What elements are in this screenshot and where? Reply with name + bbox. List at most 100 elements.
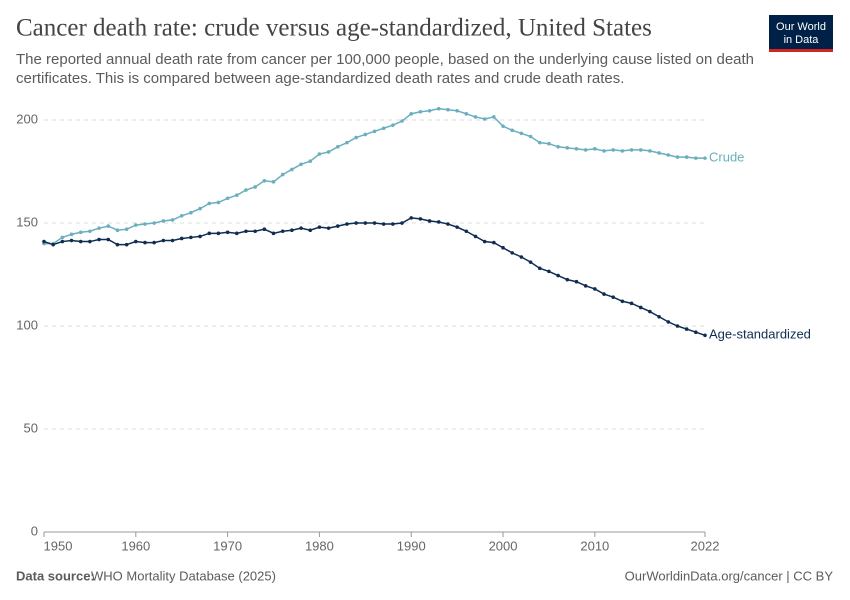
logo-text: in Data bbox=[784, 34, 820, 46]
data-point bbox=[280, 229, 285, 234]
data-point bbox=[106, 237, 111, 242]
data-point bbox=[400, 221, 404, 225]
data-point bbox=[446, 107, 450, 112]
data-point bbox=[501, 124, 505, 128]
data-point bbox=[492, 240, 496, 245]
data-point bbox=[620, 149, 625, 153]
data-point bbox=[78, 239, 83, 244]
data-point bbox=[684, 327, 689, 331]
data-point bbox=[115, 242, 120, 247]
data-point bbox=[528, 134, 533, 139]
data-point bbox=[60, 239, 65, 244]
data-point bbox=[446, 222, 450, 226]
data-point bbox=[234, 231, 239, 236]
data-point bbox=[143, 222, 147, 226]
data-point bbox=[207, 201, 212, 206]
data-point bbox=[308, 159, 313, 164]
data-point bbox=[152, 240, 156, 245]
data-point bbox=[207, 231, 212, 236]
subtitle: The reported annual death rate from canc… bbox=[16, 51, 754, 68]
y-tick-label: 50 bbox=[24, 420, 38, 435]
data-point bbox=[262, 178, 267, 183]
data-point bbox=[519, 255, 524, 259]
data-point bbox=[225, 230, 230, 235]
x-tick-label: 1990 bbox=[397, 538, 426, 553]
data-point bbox=[335, 144, 340, 149]
data-point bbox=[363, 221, 368, 225]
data-point bbox=[189, 210, 193, 215]
data-line bbox=[43, 217, 706, 336]
data-point bbox=[666, 320, 671, 324]
data-point bbox=[317, 225, 322, 229]
data-point bbox=[299, 226, 303, 230]
data-point bbox=[234, 193, 239, 198]
y-tick-label: 150 bbox=[16, 214, 38, 229]
data-point bbox=[271, 180, 276, 184]
data-point bbox=[602, 149, 606, 153]
data-point bbox=[436, 220, 441, 224]
data-point bbox=[565, 277, 570, 282]
data-point bbox=[409, 112, 414, 116]
source-label: Data source: bbox=[16, 568, 95, 583]
data-point bbox=[657, 151, 661, 155]
data-point bbox=[170, 238, 175, 243]
data-point bbox=[345, 140, 349, 145]
data-point bbox=[280, 172, 285, 177]
data-point bbox=[492, 115, 496, 119]
x-tick-label: 2000 bbox=[489, 538, 518, 553]
data-point bbox=[427, 219, 432, 223]
data-point bbox=[225, 196, 230, 201]
series-label: Age-standardized bbox=[709, 327, 811, 342]
data-point bbox=[510, 128, 515, 133]
data-point bbox=[565, 146, 570, 150]
data-point bbox=[216, 200, 221, 205]
data-point bbox=[694, 330, 698, 334]
data-point bbox=[400, 119, 404, 123]
data-point bbox=[381, 222, 386, 226]
data-point bbox=[556, 144, 560, 149]
data-point bbox=[629, 148, 634, 152]
data-point bbox=[216, 231, 221, 236]
data-point bbox=[51, 242, 55, 247]
data-point bbox=[198, 206, 202, 211]
data-point bbox=[666, 153, 671, 157]
data-point bbox=[253, 229, 257, 234]
data-point bbox=[418, 217, 423, 221]
logo-box[interactable] bbox=[769, 15, 833, 51]
logo-text: Our World bbox=[776, 21, 826, 33]
data-point bbox=[179, 236, 184, 241]
data-point bbox=[528, 260, 533, 264]
data-point bbox=[317, 152, 322, 156]
source[interactable]: WHO Mortality Database (2025) bbox=[91, 568, 276, 583]
data-point bbox=[694, 156, 698, 160]
data-point bbox=[583, 284, 588, 288]
data-point bbox=[244, 188, 248, 192]
data-point bbox=[473, 115, 478, 119]
x-tick-label: 1970 bbox=[213, 538, 242, 553]
data-point bbox=[354, 221, 358, 225]
data-point bbox=[69, 238, 74, 243]
data-point bbox=[391, 123, 395, 127]
data-point bbox=[547, 141, 551, 146]
data-point bbox=[620, 299, 625, 304]
data-point bbox=[638, 148, 643, 152]
data-point bbox=[354, 135, 358, 140]
data-point bbox=[253, 185, 257, 189]
chart-title: Cancer death rate: crude versus age-stan… bbox=[16, 15, 652, 42]
data-point bbox=[391, 222, 395, 226]
data-point bbox=[583, 148, 588, 152]
data-point bbox=[115, 228, 120, 233]
data-point bbox=[519, 131, 524, 136]
data-point bbox=[60, 235, 65, 240]
data-point bbox=[335, 224, 340, 228]
data-point bbox=[124, 227, 129, 231]
data-point bbox=[464, 229, 469, 234]
data-point bbox=[703, 156, 707, 160]
data-point bbox=[684, 155, 689, 159]
data-point bbox=[409, 216, 414, 220]
data-point bbox=[363, 132, 368, 137]
data-point bbox=[593, 147, 597, 151]
data-point bbox=[97, 237, 101, 242]
credit[interactable]: OurWorldinData.org/cancer | CC BY bbox=[625, 568, 834, 583]
